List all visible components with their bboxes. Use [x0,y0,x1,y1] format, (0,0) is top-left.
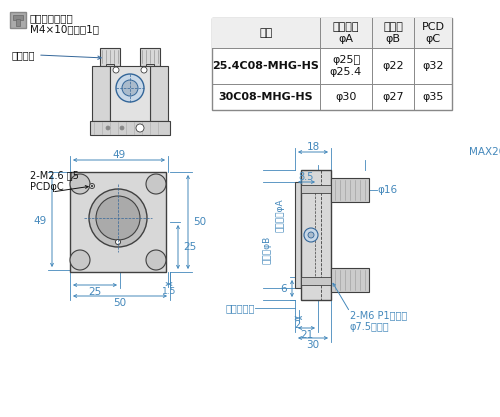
Text: 2: 2 [294,320,300,330]
Circle shape [304,228,318,242]
Text: φ25～
φ25.4: φ25～ φ25.4 [330,55,362,77]
Text: 透過径
φB: 透過径 φB [383,22,403,44]
Text: 30C08-MHG-HS: 30C08-MHG-HS [218,92,314,102]
Text: 透過径φB: 透過径φB [262,236,272,264]
Text: φ32: φ32 [422,61,444,71]
Circle shape [122,80,138,96]
Text: 25: 25 [88,287,102,297]
Text: ミラー径
φA: ミラー径 φA [333,22,359,44]
Circle shape [91,185,93,187]
Circle shape [96,196,140,240]
Circle shape [90,183,94,188]
Circle shape [89,189,147,247]
Text: φ35: φ35 [422,92,444,102]
Text: 30: 30 [306,340,320,350]
Text: 2-M6 P1トオシ
φ7.5ザグリ: 2-M6 P1トオシ φ7.5ザグリ [350,310,407,332]
Circle shape [70,174,90,194]
Bar [90,121,170,135]
Text: φ27: φ27 [382,92,404,102]
Text: φ16: φ16 [377,185,397,195]
Bar [301,277,331,285]
Text: 50: 50 [193,217,206,227]
Bar [146,64,154,72]
Text: 調整ネジ: 調整ネジ [12,50,36,60]
Bar [13,15,23,20]
Bar [10,12,26,28]
Text: 8.5: 8.5 [299,172,314,182]
Circle shape [141,67,147,73]
Text: PCD
φC: PCD φC [422,22,444,44]
Bar [295,182,301,288]
Circle shape [116,239,120,244]
Text: ミラー径φA: ミラー径φA [276,198,284,232]
Bar [92,66,110,121]
Circle shape [106,126,110,130]
Circle shape [146,250,166,270]
Text: 49: 49 [112,150,126,160]
Bar [16,19,20,26]
Bar [212,18,452,48]
Text: ミラー表面: ミラー表面 [226,303,255,313]
Bar [331,268,369,292]
Text: 25.4C08-MHG-HS: 25.4C08-MHG-HS [212,61,320,71]
Bar [301,170,331,300]
Text: 六觓稴付ボルト
M4×10・・・1本: 六觓稴付ボルト M4×10・・・1本 [30,13,99,35]
Bar [212,18,452,110]
Text: φ22: φ22 [382,61,404,71]
Bar [150,66,168,121]
Text: MAX20: MAX20 [470,147,500,157]
Text: 2-M2.6 深5
PCDφC: 2-M2.6 深5 PCDφC [30,170,79,191]
Text: 49: 49 [34,216,47,226]
Text: 25: 25 [183,242,196,252]
Bar [140,48,160,66]
Text: 1.5: 1.5 [162,286,176,296]
Text: 21: 21 [300,330,313,340]
Text: 18: 18 [306,142,320,152]
Bar [301,185,331,193]
Bar [70,172,166,272]
Circle shape [120,126,124,130]
Circle shape [116,74,144,102]
Bar [100,48,120,66]
Bar [331,178,369,202]
Circle shape [146,174,166,194]
Text: 6: 6 [280,284,287,294]
Text: 品番: 品番 [260,28,272,38]
Bar [106,64,114,72]
Circle shape [70,250,90,270]
Text: 50: 50 [114,298,126,308]
Circle shape [308,232,314,238]
Text: φ30: φ30 [336,92,356,102]
Circle shape [136,124,144,132]
Circle shape [113,67,119,73]
Bar [110,66,150,121]
